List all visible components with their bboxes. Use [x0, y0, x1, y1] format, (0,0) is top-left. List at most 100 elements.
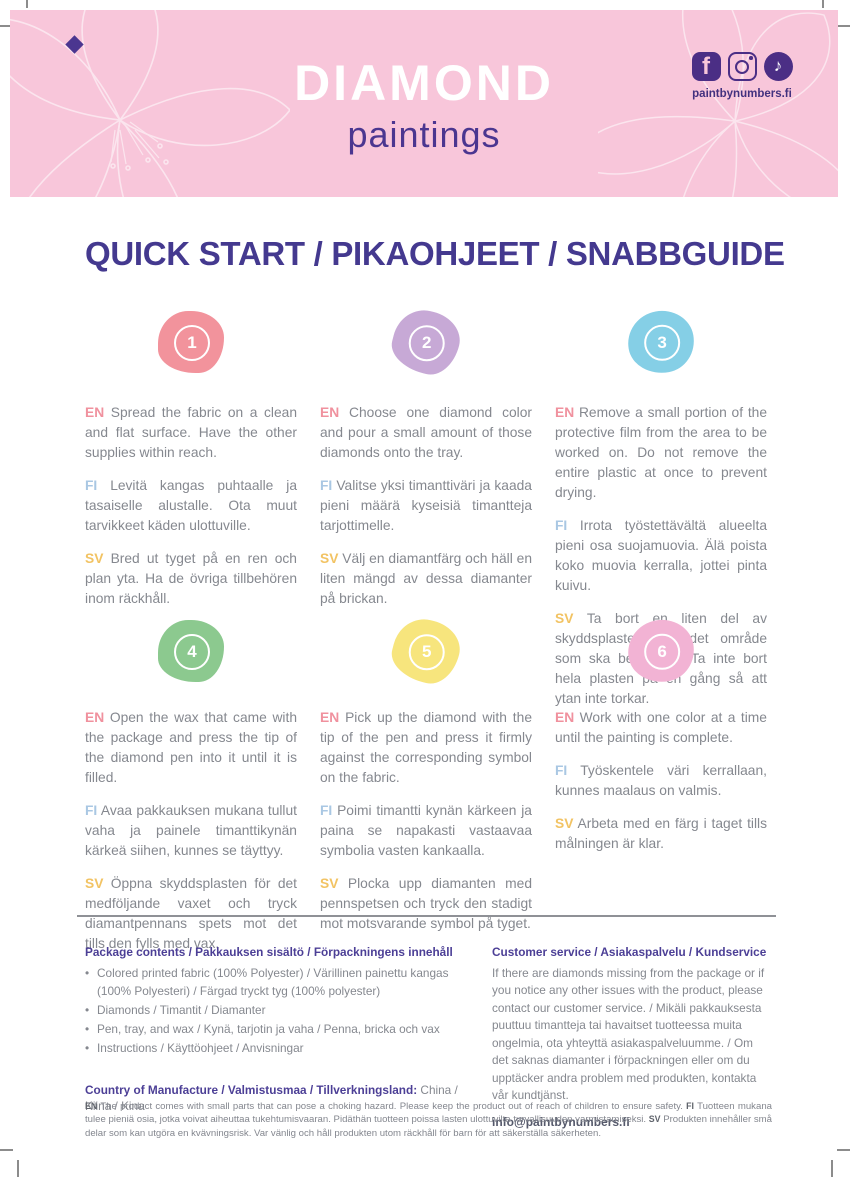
- step-number: 5: [421, 642, 432, 662]
- lang-label-en: EN: [555, 710, 575, 725]
- step-3-text-fi: FI Irrota työstettävältä alueelta pieni …: [555, 518, 767, 593]
- safety-warning: EN The product comes with small parts th…: [85, 1100, 772, 1139]
- step-number-ring: 5: [408, 634, 445, 671]
- customer-service-heading: Customer service / Asiakaspalvelu / Kund…: [492, 945, 767, 959]
- tiktok-icon[interactable]: ♪: [763, 52, 793, 81]
- step-4-text-sv: SV Öppna skyddsplasten för det medföljan…: [85, 876, 297, 951]
- step-2-badge: 2: [386, 303, 466, 381]
- logo-subtitle: paintings: [347, 114, 501, 155]
- steps-row-1: 1 EN Spread the fabric on a clean and fl…: [85, 303, 767, 722]
- step-5: 5 EN Pick up the diamond with the tip of…: [320, 612, 532, 967]
- step-1-badge: 1: [158, 311, 224, 373]
- step-1-text-sv: SV Bred ut tyget på en ren och plan yta.…: [85, 551, 297, 606]
- lang-label-fi: FI: [555, 763, 568, 778]
- lang-label-en: EN: [85, 710, 105, 725]
- step-number-ring: 6: [644, 633, 681, 670]
- lang-label-fi: FI: [686, 1100, 694, 1111]
- step-number: 2: [421, 333, 432, 353]
- crop-mark: [831, 1160, 833, 1177]
- step-4: 4 EN Open the wax that came with the pac…: [85, 612, 297, 967]
- lang-label-en: EN: [555, 405, 575, 420]
- lang-label-en: EN: [85, 1100, 98, 1111]
- step-number-ring: 1: [174, 325, 210, 361]
- package-contents-heading: Package contents / Pakkauksen sisältö / …: [85, 945, 453, 959]
- instagram-icon[interactable]: [727, 52, 757, 81]
- step-4-badge: 4: [158, 620, 224, 682]
- package-contents-section: Package contents / Pakkauksen sisältö / …: [85, 945, 477, 1126]
- lang-label-en: EN: [85, 405, 105, 420]
- logo-wordmark: DIAMOND: [294, 55, 554, 111]
- step-2-text-fi: FI Valitse yksi timanttiväri ja kaada pi…: [320, 478, 532, 533]
- section-divider: [77, 915, 776, 917]
- package-contents-list: Colored printed fabric (100% Polyester) …: [85, 965, 477, 1058]
- step-number: 4: [187, 642, 197, 661]
- step-1-text-en: EN Spread the fabric on a clean and flat…: [85, 405, 297, 460]
- country-of-manufacture: Country of Manufacture / Valmistusmaa / …: [85, 1082, 477, 1115]
- step-2-text-sv: SV Välj en diamantfärg och häll en liten…: [320, 551, 532, 606]
- crop-mark: [837, 1149, 850, 1151]
- step-5-text-en: EN Pick up the diamond with the tip of t…: [320, 710, 532, 785]
- lang-label-sv: SV: [555, 611, 574, 626]
- crop-mark: [0, 1149, 13, 1151]
- lang-label-sv: SV: [648, 1114, 661, 1125]
- page-title: QUICK START / PIKAOHJEET / SNABBGUIDE: [85, 235, 785, 272]
- step-2-text-en: EN Choose one diamond color and pour a s…: [320, 405, 532, 460]
- step-6-badge: 6: [623, 614, 699, 688]
- list-item: Diamonds / Timantit / Diamanter: [85, 1002, 477, 1020]
- crop-mark: [833, 25, 850, 27]
- lang-label-sv: SV: [85, 876, 104, 891]
- step-number-ring: 4: [174, 634, 210, 670]
- lang-label-fi: FI: [320, 478, 333, 493]
- crop-mark: [17, 1160, 19, 1177]
- step-2: 2 EN Choose one diamond color and pour a…: [320, 303, 532, 722]
- step-6-text-fi: FI Työskentele väri kerrallaan, kunnes m…: [555, 763, 767, 798]
- flower-outline-left: [10, 10, 290, 197]
- step-number-ring: 3: [644, 324, 681, 361]
- customer-service-email[interactable]: info@paintbynumbers.fi: [492, 1114, 630, 1129]
- country-label: Country of Manufacture / Valmistusmaa / …: [85, 1082, 418, 1097]
- customer-service-section: Customer service / Asiakaspalvelu / Kund…: [492, 945, 772, 1141]
- step-5-text-sv: SV Plocka upp diamanten med pennspetsen …: [320, 876, 533, 931]
- header-banner: DIAMOND paintings f ♪ paintbynumbers.fi: [10, 10, 838, 197]
- social-links: f ♪ paintbynumbers.fi: [682, 52, 802, 100]
- crop-mark: [26, 0, 28, 8]
- crop-mark: [822, 0, 824, 8]
- step-1: 1 EN Spread the fabric on a clean and fl…: [85, 303, 297, 722]
- step-6-text-en: EN Work with one color at a time until t…: [555, 710, 767, 745]
- lang-label-en: EN: [320, 710, 340, 725]
- lang-label-en: EN: [320, 405, 340, 420]
- country-value: China / Kiina / Kina: [85, 1082, 458, 1114]
- step-1-text-fi: FI Levitä kangas puhtaalle ja tasaiselle…: [85, 478, 297, 533]
- lang-label-fi: FI: [555, 518, 568, 533]
- lang-label-fi: FI: [85, 478, 98, 493]
- step-number: 3: [657, 332, 667, 352]
- step-6: 6 EN Work with one color at a time until…: [555, 612, 767, 967]
- step-3-text-en: EN Remove a small portion of the protect…: [555, 405, 768, 500]
- website-url[interactable]: paintbynumbers.fi: [692, 88, 792, 100]
- crop-mark: [0, 25, 18, 27]
- instagram-lens: [735, 59, 749, 74]
- step-4-text-fi: FI Avaa pakkauksen mukana tullut vaha ja…: [85, 803, 298, 858]
- lang-label-fi: FI: [85, 803, 98, 818]
- lang-label-sv: SV: [320, 876, 339, 891]
- list-item: Colored printed fabric (100% Polyester) …: [85, 965, 477, 1001]
- step-5-text-fi: FI Poimi timantti kynän kärkeen ja paina…: [320, 803, 532, 858]
- lang-label-fi: FI: [320, 803, 333, 818]
- brand-logo: DIAMOND paintings: [10, 35, 838, 156]
- list-item: Instructions / Käyttöohjeet / Anvisninga…: [85, 1040, 477, 1058]
- step-3-badge: 3: [623, 305, 699, 379]
- step-4-text-en: EN Open the wax that came with the packa…: [85, 710, 297, 785]
- step-number-ring: 2: [408, 325, 445, 362]
- instagram-dot: [749, 56, 753, 60]
- facebook-icon[interactable]: f: [691, 52, 721, 81]
- step-5-badge: 5: [386, 612, 466, 690]
- steps-row-2: 4 EN Open the wax that came with the pac…: [85, 612, 767, 967]
- step-6-text-sv: SV Arbeta med en färg i taget tills måln…: [555, 816, 767, 851]
- customer-service-body: If there are diamonds missing from the p…: [492, 966, 765, 1103]
- lang-label-sv: SV: [320, 551, 339, 566]
- list-item: Pen, tray, and wax / Kynä, tarjotin ja v…: [85, 1021, 477, 1039]
- step-number: 1: [187, 333, 197, 352]
- lang-label-sv: SV: [555, 816, 574, 831]
- step-number: 6: [657, 641, 667, 661]
